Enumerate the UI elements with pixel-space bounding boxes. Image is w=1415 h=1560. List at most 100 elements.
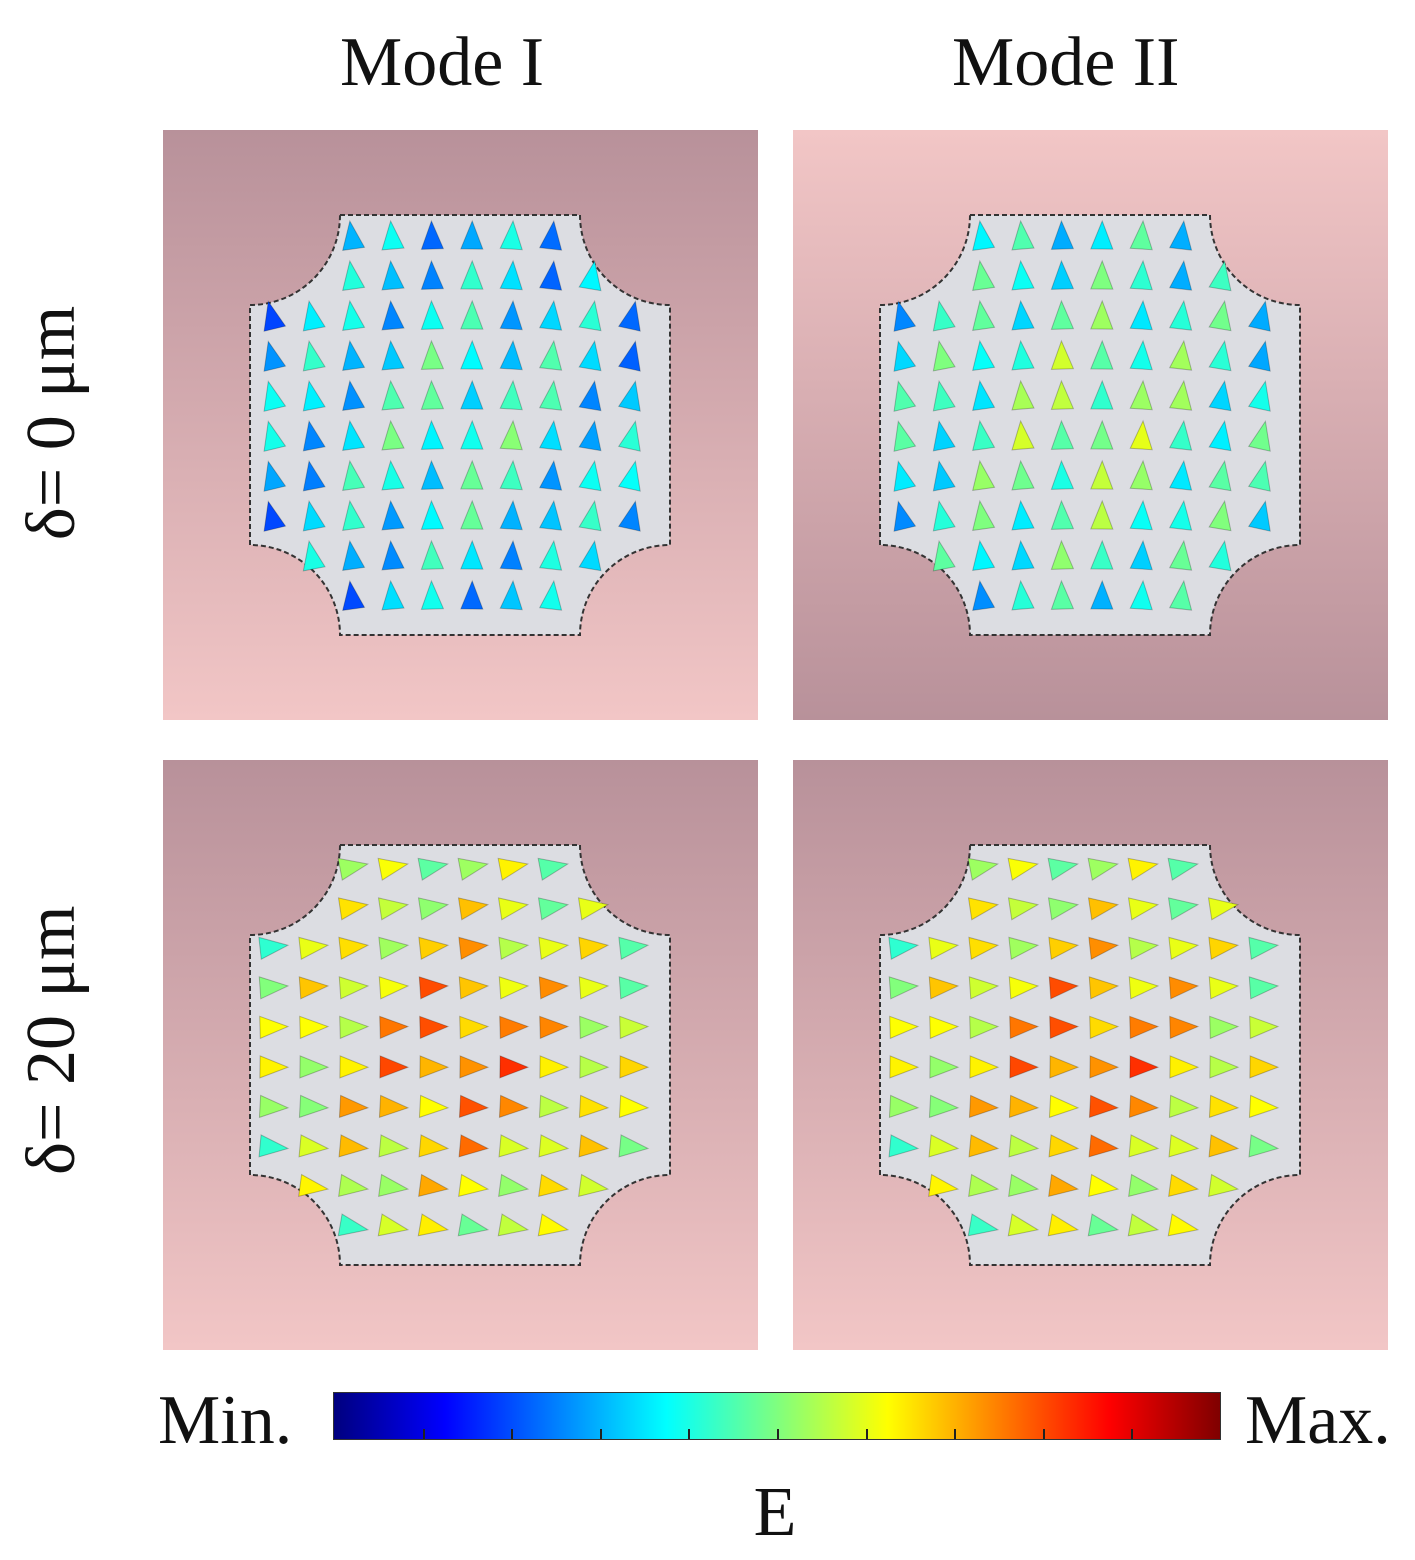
cone-arrow-icon xyxy=(578,936,610,961)
cone-arrow-icon xyxy=(498,1134,530,1158)
cone-arrow-icon xyxy=(498,1173,530,1197)
cone-arrow-icon xyxy=(579,1055,610,1079)
cone-arrow-icon xyxy=(1011,259,1035,291)
cone-arrow-icon xyxy=(379,1015,410,1040)
cone-arrow-icon xyxy=(1047,897,1080,921)
cone-arrow-icon xyxy=(379,1055,410,1079)
cone-arrow-icon xyxy=(1168,1134,1200,1158)
cone-arrow-icon xyxy=(417,857,450,881)
cone-arrow-icon xyxy=(1208,936,1240,961)
cone-arrow-icon xyxy=(972,579,996,611)
cone-arrow-icon xyxy=(378,1094,410,1119)
cone-arrow-icon xyxy=(972,219,996,251)
colorbar-tick xyxy=(1131,1429,1134,1439)
cone-arrow-icon xyxy=(378,976,410,1000)
cone-arrow-icon xyxy=(263,380,287,412)
cone-arrow-icon xyxy=(499,539,523,571)
cone-arrow-icon xyxy=(420,499,445,530)
cone-arrow-icon xyxy=(1208,419,1232,452)
cone-arrow-icon xyxy=(972,539,996,571)
cone-arrow-icon xyxy=(537,897,570,921)
cone-arrow-icon xyxy=(893,300,917,332)
cone-arrow-icon xyxy=(1090,299,1114,330)
cone-arrow-icon xyxy=(499,1015,530,1040)
cone-arrow-icon xyxy=(538,459,563,491)
cone-arrow-icon xyxy=(617,460,641,492)
cone-arrow-icon xyxy=(619,1015,650,1040)
cone-arrow-icon xyxy=(378,936,410,961)
cone-arrow-icon xyxy=(969,1055,1000,1079)
cone-arrow-icon xyxy=(932,299,956,332)
cone-arrow-icon xyxy=(499,499,523,531)
cone-arrow-icon xyxy=(617,500,641,532)
cone-arrow-icon xyxy=(538,339,563,371)
cone-arrow-icon xyxy=(578,539,602,572)
cone-arrow-icon xyxy=(342,499,366,531)
cone-arrow-icon xyxy=(460,459,484,490)
cone-arrow-icon xyxy=(889,1055,920,1079)
cone-arrow-icon xyxy=(1050,219,1075,250)
cone-arrow-icon xyxy=(1168,419,1193,451)
colorbar-max-label: Max. xyxy=(1245,1382,1391,1459)
cone-arrow-icon xyxy=(928,1173,960,1197)
cone-arrow-icon xyxy=(969,1015,1000,1040)
cone-arrow-icon xyxy=(420,339,445,370)
cone-arrow-icon xyxy=(1168,259,1193,291)
cone-arrow-icon xyxy=(967,897,1000,921)
cone-arrow-icon xyxy=(968,1173,1000,1197)
cone-arrow-icon xyxy=(968,976,1000,1000)
cone-arrow-icon xyxy=(1011,379,1035,411)
cone-arrow-icon xyxy=(1048,1173,1080,1197)
cone-arrow-icon xyxy=(337,1213,370,1237)
cone-arrow-icon xyxy=(1050,259,1075,290)
cone-arrow-icon xyxy=(1208,379,1232,412)
cone-arrow-icon xyxy=(972,299,996,331)
cone-arrow-icon xyxy=(302,459,326,492)
cone-arrow-icon xyxy=(1049,1055,1080,1079)
cone-arrow-icon xyxy=(1208,499,1232,532)
cone-arrow-icon xyxy=(458,1094,490,1119)
cone-arrow-icon xyxy=(342,339,366,371)
cone-arrow-icon xyxy=(1089,1055,1120,1079)
cone-arrow-icon xyxy=(1128,1134,1160,1158)
cone-arrow-icon xyxy=(302,499,326,532)
cone-arrow-icon xyxy=(1248,976,1280,1000)
cone-arrow-icon xyxy=(1090,379,1114,410)
cone-arrow-icon xyxy=(1127,897,1160,921)
cone-arrow-icon xyxy=(1008,1094,1040,1119)
cone-arrow-icon xyxy=(1247,300,1271,332)
cone-arrow-icon xyxy=(459,1015,490,1040)
cone-arrow-icon xyxy=(578,1134,610,1158)
cone-arrow-icon xyxy=(499,379,523,411)
cone-arrow-icon xyxy=(888,1094,920,1119)
cone-arrow-icon xyxy=(258,1134,290,1158)
cone-arrow-icon xyxy=(263,300,287,332)
cone-arrow-icon xyxy=(497,857,530,881)
cone-arrow-icon xyxy=(499,579,523,611)
cone-arrow-icon xyxy=(1090,499,1114,530)
cone-arrow-icon xyxy=(578,976,610,1000)
cone-arrow-icon xyxy=(578,299,602,332)
field-panel-mode1-delta0 xyxy=(163,130,758,720)
cone-arrow-icon xyxy=(499,339,523,371)
cone-arrow-icon xyxy=(1050,379,1075,410)
cone-arrow-icon xyxy=(460,579,484,610)
cone-arrow-icon xyxy=(1208,299,1232,332)
cone-arrow-icon xyxy=(1088,1134,1120,1158)
cone-arrow-icon xyxy=(1247,500,1271,532)
cone-arrow-icon xyxy=(420,219,445,250)
cone-arrow-icon xyxy=(1009,1015,1040,1040)
colorbar-gradient xyxy=(333,1392,1221,1440)
cone-arrow-icon xyxy=(1247,340,1271,372)
cone-arrow-icon xyxy=(893,420,917,452)
cone-arrow-icon xyxy=(460,379,484,410)
cone-arrow-icon xyxy=(1209,1015,1240,1040)
column-title-mode-1: Mode I xyxy=(340,24,545,101)
cone-arrow-icon xyxy=(1249,1055,1280,1079)
cone-arrow-icon xyxy=(381,339,405,371)
cone-arrow-icon xyxy=(298,1173,330,1197)
cone-arrow-icon xyxy=(417,897,450,921)
cone-arrow-icon xyxy=(1247,460,1271,492)
cone-arrow-icon xyxy=(1090,539,1114,570)
cone-arrow-icon xyxy=(460,339,484,370)
